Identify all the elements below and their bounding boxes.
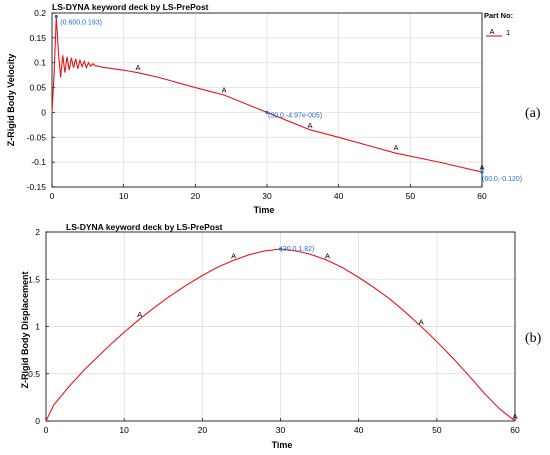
annotation-label: (60.0,-0.120): [482, 176, 522, 183]
series-marker-label: A: [137, 310, 142, 319]
y-axis-title: Z-Rigid Body Displacement: [20, 271, 30, 388]
series-marker-label: A: [135, 63, 140, 72]
x-axis-title: Time: [254, 205, 275, 215]
y-tick-label: -0.15: [27, 182, 47, 192]
y-tick-label: 0: [41, 107, 46, 117]
legend-title: Part No:: [484, 11, 513, 20]
x-tick-label: 0: [50, 191, 55, 201]
panel-label: (b): [525, 331, 542, 346]
annotation-point: [265, 110, 269, 115]
y-tick-label: 0.5: [28, 369, 40, 379]
y-tick-label: 0.15: [29, 33, 46, 43]
series-marker-label: A: [221, 86, 226, 95]
x-tick-label: 40: [354, 425, 364, 435]
x-tick-label: 40: [334, 191, 344, 201]
annotation-label: (0.600,0.193): [60, 19, 102, 26]
annotation-label: (30.0,-4.97e-005): [268, 112, 322, 119]
series-marker-label: A: [479, 163, 484, 172]
annotation-point: [480, 170, 484, 174]
y-axis-title: Z-Rigid Body Velocity: [6, 54, 16, 147]
displacement-chart: LS-DYNA keyword deck by LS-PrePost Z-Rig…: [20, 222, 542, 450]
annotation-point: [54, 14, 58, 19]
panel-label: (a): [525, 106, 541, 121]
x-tick-label: 60: [477, 191, 487, 201]
chart-title: LS-DYNA keyword deck by LS-PrePost: [66, 222, 223, 232]
y-tick-label: 0.1: [34, 58, 46, 68]
legend-label: 1: [506, 28, 510, 37]
legend-marker: A: [489, 27, 494, 36]
velocity-chart: LS-DYNA keyword deck by LS-PrePost Z-Rig…: [6, 2, 541, 215]
y-tick-label: 0: [35, 416, 40, 426]
x-tick-label: 50: [406, 191, 416, 201]
x-axis-title: Time: [272, 440, 293, 450]
series-line: [45, 248, 516, 422]
series-marker-label: A: [231, 251, 236, 260]
series-line: [51, 16, 483, 173]
x-tick-label: 20: [191, 191, 201, 201]
x-tick-label: 10: [119, 191, 129, 201]
y-tick-label: 1: [35, 322, 40, 332]
annotation-point: [278, 247, 283, 251]
series-marker-label: A: [393, 143, 398, 152]
x-tick-label: 30: [276, 425, 286, 435]
series-marker-label: A: [419, 318, 424, 327]
x-tick-label: 60: [510, 425, 520, 435]
series-marker-label: A: [307, 121, 312, 130]
y-tick-label: -0.05: [27, 132, 47, 142]
x-tick-label: 50: [432, 425, 442, 435]
y-tick-label: 1.5: [28, 274, 40, 284]
series-marker-label: A: [325, 251, 330, 260]
x-tick-label: 10: [119, 425, 129, 435]
y-tick-label: 0.05: [29, 83, 46, 93]
x-tick-label: 0: [44, 425, 49, 435]
y-tick-label: 0.2: [34, 8, 46, 18]
y-tick-label: 2: [35, 227, 40, 237]
chart-title: LS-DYNA keyword deck by LS-PrePost: [52, 2, 209, 12]
x-tick-label: 20: [198, 425, 208, 435]
annotation-label: (30.0,1.82): [281, 246, 315, 253]
x-tick-label: 30: [262, 191, 272, 201]
series-marker-label: A: [512, 412, 517, 421]
y-tick-label: -0.1: [31, 157, 46, 167]
